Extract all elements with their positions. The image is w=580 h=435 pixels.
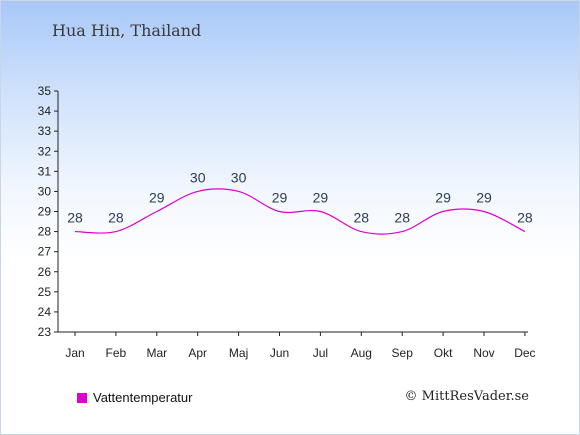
data-label: 29: [313, 190, 329, 206]
x-tick-label: Jul: [313, 346, 328, 360]
x-axis-ticks: Jan Feb Mar Apr Maj Jun Jul Aug Sep Okt Nov Dec: [65, 332, 536, 360]
y-tick-label: 29: [38, 205, 52, 219]
x-tick-label: Apr: [188, 346, 207, 360]
x-tick-label: Mar: [146, 346, 167, 360]
data-label: 29: [272, 190, 288, 206]
data-label: 30: [190, 169, 206, 185]
data-label: 29: [435, 190, 451, 206]
x-tick-label: Sep: [392, 346, 414, 360]
series-line-vattentemperatur: [74, 188, 526, 235]
data-label: 29: [149, 190, 165, 206]
y-tick-label: 28: [38, 225, 52, 239]
data-label: 28: [394, 210, 410, 226]
x-tick-label: Maj: [229, 346, 248, 360]
legend: Vattentemperatur: [77, 390, 192, 405]
x-tick-label: Jun: [270, 346, 289, 360]
data-label: 30: [231, 169, 247, 185]
data-label: 28: [354, 210, 370, 226]
x-tick-label: Okt: [434, 346, 453, 360]
y-tick-label: 30: [38, 184, 52, 198]
legend-swatch: [77, 392, 87, 403]
y-tick-label: 24: [38, 305, 52, 319]
y-tick-label: 23: [38, 325, 52, 339]
data-label: 28: [517, 210, 533, 226]
y-tick-label: 27: [38, 245, 52, 259]
y-tick-label: 25: [38, 285, 52, 299]
y-tick-label: 33: [38, 124, 52, 138]
x-tick-label: Feb: [106, 346, 127, 360]
x-tick-label: Dec: [514, 346, 535, 360]
y-tick-label: 35: [38, 84, 52, 98]
y-tick-label: 26: [38, 265, 52, 279]
y-tick-label: 34: [38, 104, 52, 118]
x-tick-label: Jan: [65, 346, 84, 360]
data-label: 28: [67, 210, 83, 226]
chart-title: Hua Hin, Thailand: [52, 21, 202, 40]
legend-label: Vattentemperatur: [93, 390, 193, 405]
y-tick-label: 32: [38, 144, 52, 158]
data-labels: 28 28 29 30 30 29 29 28 28 29 29 28: [67, 169, 533, 225]
x-tick-label: Aug: [351, 346, 372, 360]
data-label: 28: [108, 210, 124, 226]
credit-text: © MittResVader.se: [404, 389, 529, 404]
data-label: 29: [476, 190, 492, 206]
y-axis-ticks: 23 24 25 26 27 28 29 30 31 32 33 34 35: [38, 84, 58, 339]
x-tick-label: Nov: [473, 346, 494, 360]
y-tick-label: 31: [38, 164, 52, 178]
